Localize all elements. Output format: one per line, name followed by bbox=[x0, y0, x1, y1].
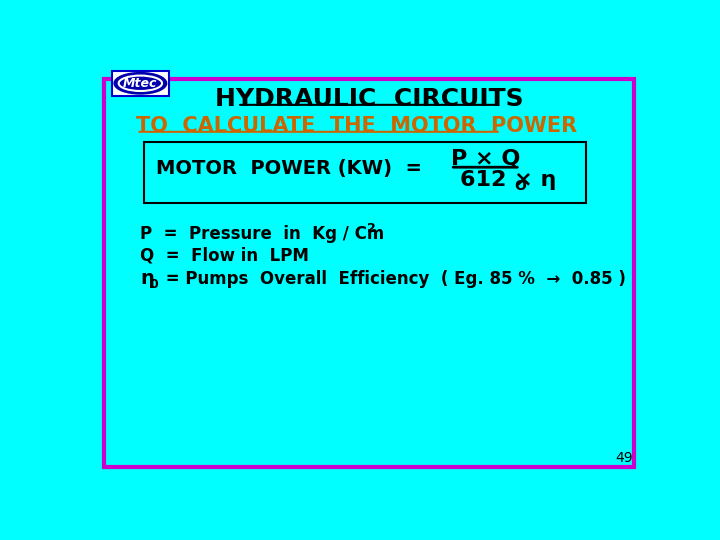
Text: O: O bbox=[515, 179, 526, 193]
Text: HYDRAULIC  CIRCUITS: HYDRAULIC CIRCUITS bbox=[215, 87, 523, 111]
FancyBboxPatch shape bbox=[144, 142, 586, 204]
Ellipse shape bbox=[114, 73, 166, 93]
Text: P  =  Pressure  in  Kg / Cm: P = Pressure in Kg / Cm bbox=[140, 225, 384, 243]
FancyBboxPatch shape bbox=[104, 79, 634, 467]
Text: 49: 49 bbox=[615, 451, 632, 465]
Text: TO  CALCULATE  THE  MOTOR  POWER: TO CALCULATE THE MOTOR POWER bbox=[137, 117, 577, 137]
Text: 2: 2 bbox=[367, 222, 376, 235]
Text: Q  =  Flow in  LPM: Q = Flow in LPM bbox=[140, 247, 310, 265]
Text: 0: 0 bbox=[150, 278, 158, 291]
FancyBboxPatch shape bbox=[112, 71, 169, 96]
Text: P × Q: P × Q bbox=[451, 148, 520, 168]
Text: Mtec: Mtec bbox=[123, 77, 158, 90]
Text: 612 × η: 612 × η bbox=[461, 170, 557, 190]
Text: = Pumps  Overall  Efficiency  ( Eg. 85 %  →  0.85 ): = Pumps Overall Efficiency ( Eg. 85 % → … bbox=[160, 270, 626, 288]
Text: η: η bbox=[140, 269, 154, 288]
Text: MOTOR  POWER (KW)  =: MOTOR POWER (KW) = bbox=[156, 159, 422, 178]
